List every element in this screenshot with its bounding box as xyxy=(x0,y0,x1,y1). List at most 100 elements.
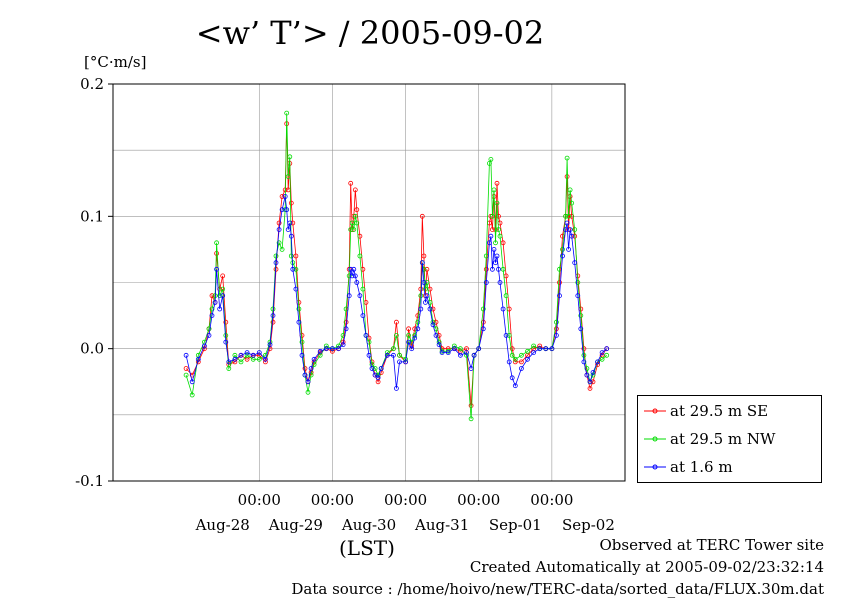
data-point xyxy=(351,213,357,219)
data-point xyxy=(581,359,587,365)
x-date-label: Aug-29 xyxy=(268,516,323,534)
data-point xyxy=(256,350,262,356)
data-point xyxy=(427,299,433,305)
legend-entry-29-5m-se: at 29.5 m SE xyxy=(644,401,768,421)
data-point xyxy=(270,319,276,325)
legend-label: at 1.6 m xyxy=(670,458,733,476)
data-point xyxy=(494,253,500,259)
data-point xyxy=(302,372,308,378)
data-point xyxy=(543,346,549,352)
data-point xyxy=(557,293,562,299)
y-tick-label: -0.1 xyxy=(75,472,104,490)
data-point xyxy=(436,332,442,338)
data-point xyxy=(554,319,559,325)
data-point xyxy=(531,343,536,349)
data-point xyxy=(209,313,215,319)
data-point xyxy=(390,352,396,358)
data-point xyxy=(378,366,384,371)
data-point xyxy=(537,343,543,349)
x-tick-label: 00:00 xyxy=(457,491,500,509)
data-point xyxy=(226,366,232,371)
data-point xyxy=(276,240,282,246)
data-point xyxy=(496,227,501,233)
data-point xyxy=(406,339,412,345)
data-point xyxy=(427,306,433,312)
data-point xyxy=(415,326,421,332)
legend-swatch-blue xyxy=(644,464,666,470)
data-point xyxy=(595,359,600,365)
data-point xyxy=(329,348,335,354)
data-point xyxy=(209,293,215,299)
data-point xyxy=(329,346,335,352)
data-point xyxy=(372,366,378,371)
data-point xyxy=(357,253,363,259)
data-point xyxy=(183,372,189,378)
data-point xyxy=(305,389,311,395)
data-point xyxy=(232,356,238,362)
data-point xyxy=(494,200,500,206)
data-point xyxy=(451,343,457,349)
data-point xyxy=(512,383,518,389)
data-point xyxy=(279,207,285,213)
legend-label: at 29.5 m SE xyxy=(670,402,769,420)
data-point xyxy=(412,326,418,332)
x-tick-label: 00:00 xyxy=(384,491,427,509)
data-point xyxy=(393,319,399,325)
data-point xyxy=(282,207,288,213)
data-point xyxy=(293,286,299,292)
data-point xyxy=(445,350,451,356)
data-point xyxy=(348,180,354,186)
data-point xyxy=(569,213,575,219)
data-point xyxy=(531,350,536,356)
data-point xyxy=(351,266,357,272)
data-point xyxy=(308,372,314,378)
x-date-label: Aug-30 xyxy=(341,516,396,534)
data-point xyxy=(299,352,305,358)
data-point xyxy=(183,352,189,358)
y-tick-label: 0.0 xyxy=(80,340,104,358)
data-point xyxy=(590,379,596,385)
data-point xyxy=(397,352,402,358)
data-point xyxy=(336,346,341,352)
legend-entry-1-6m: at 1.6 m xyxy=(644,457,733,477)
data-point xyxy=(206,332,212,338)
data-point xyxy=(354,207,360,213)
data-point xyxy=(525,348,530,354)
data-point xyxy=(564,155,570,161)
data-point xyxy=(525,356,530,362)
data-point xyxy=(436,342,442,348)
data-point xyxy=(360,313,366,319)
footer-source: Data source : /home/hoivo/new/TERC-data/… xyxy=(291,580,824,598)
data-point xyxy=(494,180,500,186)
data-point xyxy=(575,280,581,285)
data-point xyxy=(340,342,346,348)
data-point xyxy=(273,260,279,266)
data-point xyxy=(189,379,195,385)
data-point xyxy=(497,233,503,239)
data-point xyxy=(244,350,250,356)
data-point xyxy=(424,266,430,272)
data-point xyxy=(214,240,220,246)
data-point xyxy=(584,366,590,371)
data-point xyxy=(483,280,489,285)
data-point xyxy=(293,253,299,259)
data-point xyxy=(214,266,220,272)
data-point xyxy=(311,356,317,362)
data-point xyxy=(519,366,524,371)
data-point xyxy=(296,306,302,312)
data-point xyxy=(489,266,495,272)
data-point xyxy=(464,350,469,356)
data-point xyxy=(390,346,396,352)
footer-observed: Observed at TERC Tower site xyxy=(599,536,824,554)
data-point xyxy=(279,194,285,199)
data-point xyxy=(500,240,506,246)
data-point xyxy=(354,280,360,285)
data-point xyxy=(480,326,486,332)
data-point xyxy=(403,359,409,365)
data-point xyxy=(352,273,358,279)
data-point xyxy=(250,352,256,358)
data-point xyxy=(217,306,223,312)
data-point xyxy=(506,332,512,338)
data-point xyxy=(288,253,294,259)
